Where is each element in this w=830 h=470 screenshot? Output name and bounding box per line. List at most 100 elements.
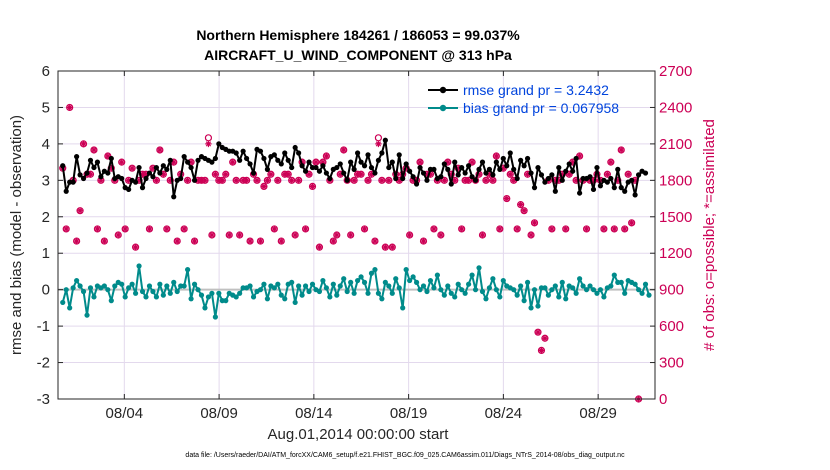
rmse-point: [136, 164, 142, 171]
bias-point: [271, 285, 277, 291]
bias-point: [278, 292, 284, 298]
bias-point: [150, 288, 156, 295]
plot-series: [59, 103, 652, 403]
bias-point: [559, 279, 565, 285]
x-tick-label: 08/29: [579, 405, 617, 422]
obs-assimilated-point: [243, 177, 250, 184]
rmse-point: [632, 192, 638, 198]
rmse-point: [559, 177, 565, 183]
bias-point: [327, 294, 333, 300]
obs-assimilated-point: [191, 237, 198, 245]
bias-point: [247, 283, 253, 289]
obs-assimilated-point: [73, 237, 80, 245]
rmse-point: [209, 159, 215, 165]
rmse-point: [524, 155, 531, 162]
obs-assimilated-point: [97, 177, 105, 184]
rmse-point: [635, 172, 642, 178]
bias-point: [452, 294, 458, 300]
rmse-point: [105, 170, 111, 176]
obs-assimilated-point: [538, 347, 545, 354]
obs-assimilated-point: [316, 243, 323, 251]
rmse-point: [320, 163, 326, 169]
rmse-point: [358, 159, 364, 165]
bias-point: [250, 294, 257, 300]
rmse-point: [313, 164, 319, 171]
bias-point: [524, 279, 531, 285]
rmse-point: [375, 157, 382, 163]
obs-assimilated-point: [621, 225, 628, 233]
obs-assimilated-point: [239, 177, 247, 184]
rmse-point: [438, 174, 444, 180]
obs-assimilated-point: [482, 177, 490, 184]
obs-assimilated-point: [406, 231, 413, 239]
bias-point: [171, 279, 177, 285]
bias-point: [400, 305, 406, 311]
bias-point: [622, 290, 628, 296]
bias-point: [84, 312, 90, 318]
y-tick-label-left: -3: [37, 391, 50, 408]
obs-assimilated-point: [208, 231, 216, 239]
rmse-point: [538, 172, 545, 178]
bias-point: [368, 270, 375, 276]
bias-point: [299, 292, 305, 298]
bias-point: [153, 294, 160, 300]
bias-point: [403, 267, 409, 273]
rmse-point: [299, 163, 305, 169]
bias-point: [462, 290, 468, 296]
rmse-point: [629, 177, 635, 183]
bias-point: [174, 288, 180, 295]
bias-point: [486, 285, 493, 291]
legend-bias-label: bias grand pr = 0.067958: [463, 100, 619, 116]
rmse-point: [216, 141, 222, 147]
data-file-footer: data file: /Users/raeder/DAI/ATM_forcXX/…: [185, 452, 625, 459]
rmse-point: [296, 150, 302, 156]
obs-assimilated-point: [614, 177, 621, 184]
legend-rmse-marker: [439, 86, 447, 94]
rmse-point: [379, 150, 385, 156]
bias-point: [375, 290, 382, 296]
bias-point: [535, 303, 541, 309]
obs-assimilated-point: [541, 335, 549, 342]
obs-assimilated-point: [583, 225, 590, 233]
rmse-point: [74, 154, 80, 160]
obs-assimilated-point: [600, 225, 608, 233]
obs-assimilated-point: [416, 158, 424, 166]
chart-title-line2: AIRCRAFT_U_WIND_COMPONENT @ 313 hPa: [204, 47, 512, 63]
obs-assimilated-point: [503, 195, 510, 202]
obs-assimilated-point: [135, 177, 143, 184]
rmse-point: [500, 155, 506, 162]
x-tick-label: 08/09: [200, 405, 238, 422]
obs-assimilated-point: [215, 177, 223, 184]
bias-point: [431, 285, 437, 291]
rmse-point: [476, 166, 482, 172]
bias-point: [292, 299, 298, 306]
bias-point: [306, 288, 312, 295]
rmse-point: [212, 155, 218, 162]
bias-point: [580, 283, 586, 289]
x-axis-label: Aug.01,2014 00:00:00 start: [268, 426, 450, 443]
rmse-point: [642, 170, 649, 176]
rmse-point: [160, 163, 166, 169]
obs-assimilated-point: [427, 171, 434, 178]
bias-point: [590, 287, 597, 293]
bias-point: [587, 283, 593, 289]
obs-assimilated-point: [604, 171, 611, 178]
bias-point: [108, 298, 114, 304]
rmse-point: [549, 172, 555, 178]
obs-assimilated-point: [631, 177, 639, 184]
obs-assimilated-point: [461, 177, 469, 184]
rmse-point: [84, 170, 90, 176]
obs-assimilated-point: [198, 177, 205, 184]
obs-assimilated-point: [90, 146, 98, 154]
obs-assimilated-point: [163, 225, 171, 233]
bias-point: [518, 283, 524, 289]
obs-assimilated-point: [611, 225, 618, 233]
bias-point: [289, 279, 295, 285]
rmse-point: [535, 164, 541, 171]
bias-point: [63, 287, 69, 293]
bias-point: [490, 276, 496, 282]
rmse-point: [563, 168, 569, 174]
rmse-point: [615, 166, 621, 172]
rmse-point: [413, 181, 420, 187]
obs-assimilated-point: [441, 177, 448, 184]
